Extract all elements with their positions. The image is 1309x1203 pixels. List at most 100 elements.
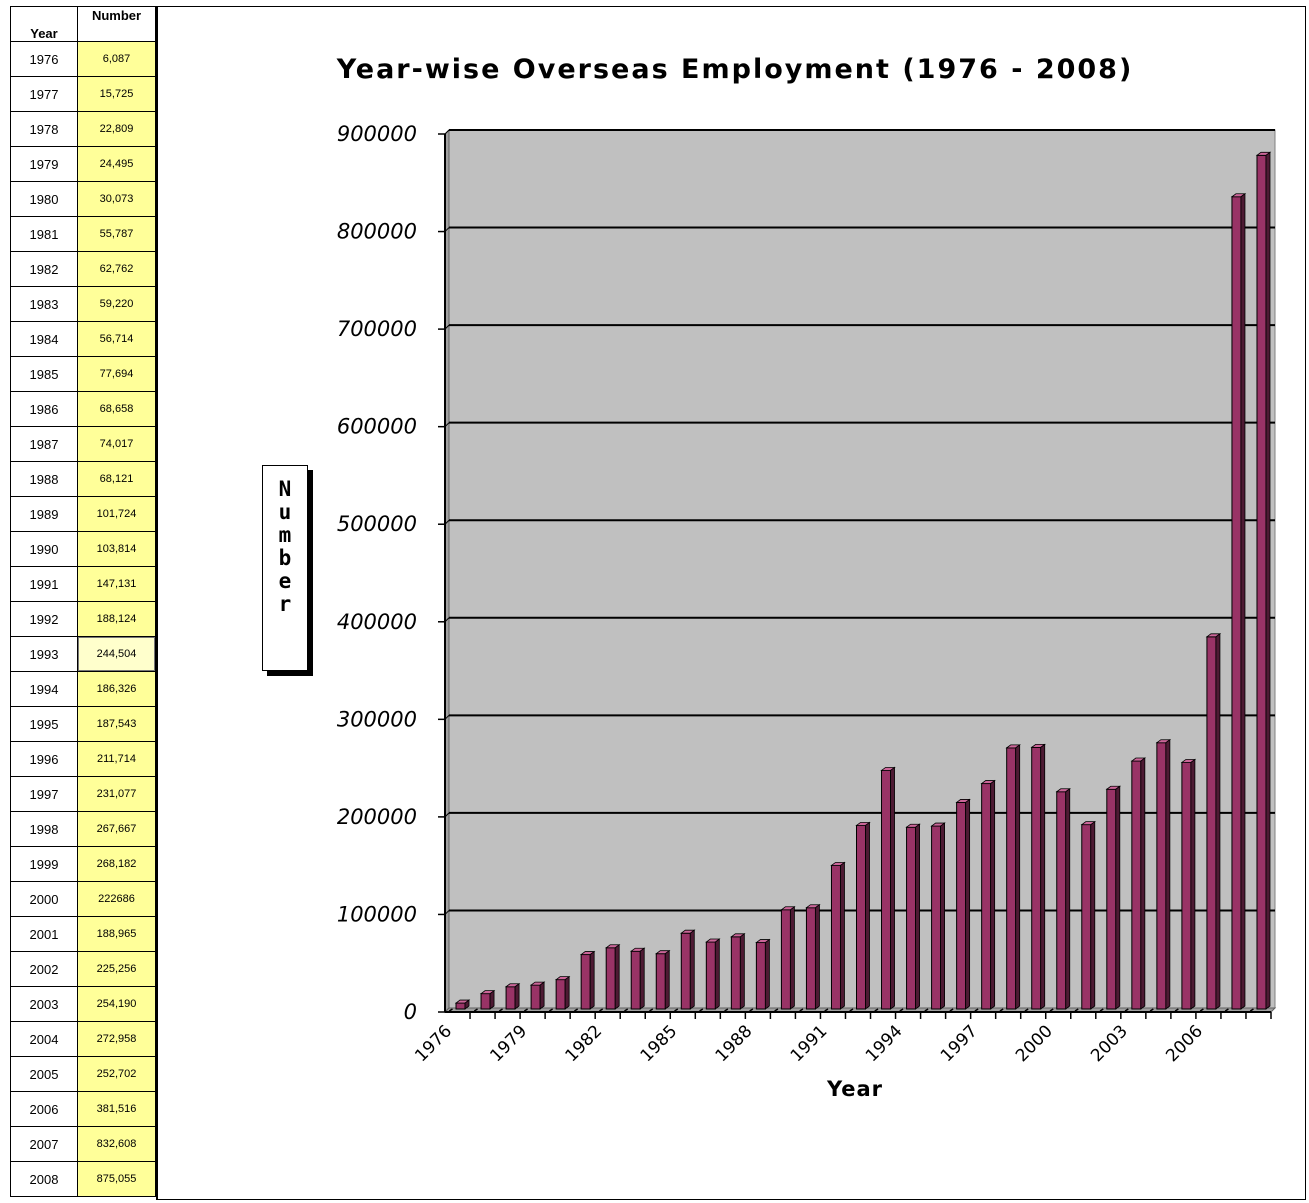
year-cell[interactable]: 1982 [10, 251, 78, 287]
year-column-header[interactable]: Year [10, 6, 78, 42]
year-cell[interactable]: 1984 [10, 321, 78, 357]
bar [1006, 747, 1017, 1010]
year-cell[interactable]: 2002 [10, 951, 78, 987]
bar-base-mark [849, 1008, 854, 1012]
number-cell[interactable]: 211,714 [77, 741, 156, 777]
table-row: 2006 381,516 [10, 1091, 156, 1127]
bar-base-mark [1024, 1008, 1029, 1012]
y-tick-label: 700000 [337, 317, 417, 341]
year-cell[interactable]: 1993 [10, 636, 78, 672]
year-cell[interactable]: 1991 [10, 566, 78, 602]
year-cell[interactable]: 2005 [10, 1056, 78, 1092]
number-cell[interactable]: 252,702 [77, 1056, 156, 1092]
number-cell[interactable]: 244,504 [77, 636, 156, 672]
year-cell[interactable]: 1989 [10, 496, 78, 532]
year-cell[interactable]: 1979 [10, 146, 78, 182]
number-cell[interactable]: 381,516 [77, 1091, 156, 1127]
number-cell[interactable]: 254,190 [77, 986, 156, 1022]
bar-base-mark [1249, 1008, 1254, 1012]
number-cell[interactable]: 22,809 [77, 111, 156, 147]
number-cell[interactable]: 188,965 [77, 916, 156, 952]
year-cell[interactable]: 1985 [10, 356, 78, 392]
bar-base-mark [724, 1008, 729, 1012]
number-cell[interactable]: 59,220 [77, 286, 156, 322]
year-cell[interactable]: 1978 [10, 111, 78, 147]
bar-base-mark [448, 1008, 453, 1012]
number-cell[interactable]: 62,762 [77, 251, 156, 287]
year-cell[interactable]: 2003 [10, 986, 78, 1022]
x-tick-label: 1979 [486, 1021, 531, 1066]
number-cell[interactable]: 68,658 [77, 391, 156, 427]
year-cell[interactable]: 1981 [10, 216, 78, 252]
number-cell[interactable]: 77,694 [77, 356, 156, 392]
year-cell[interactable]: 1992 [10, 601, 78, 637]
bar-side [1015, 744, 1021, 1010]
year-cell[interactable]: 2008 [10, 1161, 78, 1197]
bar [1131, 760, 1142, 1010]
number-cell[interactable]: 225,256 [77, 951, 156, 987]
bar [555, 979, 566, 1010]
table-row: 1977 15,725 [10, 76, 156, 112]
y-tick-label: 100000 [337, 902, 417, 926]
year-cell[interactable]: 1999 [10, 846, 78, 882]
table-row: 1985 77,694 [10, 356, 156, 392]
year-cell[interactable]: 1980 [10, 181, 78, 217]
number-cell[interactable]: 147,131 [77, 566, 156, 602]
year-cell[interactable]: 1987 [10, 426, 78, 462]
year-cell[interactable]: 2006 [10, 1091, 78, 1127]
bar-side [589, 950, 595, 1010]
number-cell[interactable]: 15,725 [77, 76, 156, 112]
gridline-depth [444, 129, 450, 135]
number-column-header[interactable]: Number [77, 6, 156, 42]
number-cell[interactable]: 74,017 [77, 426, 156, 462]
bar [655, 953, 666, 1010]
number-cell[interactable]: 6,087 [77, 41, 156, 77]
x-tick-label: 1985 [637, 1021, 682, 1066]
year-cell[interactable]: 1995 [10, 706, 78, 742]
data-table: Year Number 1976 6,087 1977 15,725 1978 22,80… [10, 6, 156, 1197]
year-cell[interactable]: 1986 [10, 391, 78, 427]
bar [830, 864, 841, 1010]
number-cell[interactable]: 187,543 [77, 706, 156, 742]
year-cell[interactable]: 1998 [10, 811, 78, 847]
number-cell[interactable]: 222686 [77, 881, 156, 917]
bar [956, 801, 967, 1010]
number-cell[interactable]: 832,608 [77, 1126, 156, 1162]
bar-base-mark [1224, 1008, 1229, 1012]
y-tick-label: 200000 [337, 805, 417, 829]
year-cell[interactable]: 1997 [10, 776, 78, 812]
number-cell[interactable]: 103,814 [77, 531, 156, 567]
table-row: 1980 30,073 [10, 181, 156, 217]
bar-base-mark [599, 1008, 604, 1012]
bar-side [689, 929, 695, 1010]
bar [455, 1002, 466, 1010]
bar-side [1065, 787, 1071, 1010]
number-cell[interactable]: 55,787 [77, 216, 156, 252]
plot-area: 0 100000 200000 300000 400000 500000 600000 700… [337, 122, 1277, 1066]
number-cell[interactable]: 101,724 [77, 496, 156, 532]
bar [1256, 154, 1267, 1010]
bar-side [739, 932, 745, 1010]
bar-base-mark [699, 1008, 704, 1012]
year-cell[interactable]: 1988 [10, 461, 78, 497]
y-axis-label-letter: b [278, 546, 292, 570]
number-cell[interactable]: 24,495 [77, 146, 156, 182]
bar-side [840, 861, 845, 1010]
number-cell[interactable]: 267,667 [77, 811, 156, 847]
bar-side [1165, 738, 1171, 1010]
year-cell[interactable]: 1977 [10, 76, 78, 112]
table-row: 1981 55,787 [10, 216, 156, 252]
bar [630, 950, 641, 1010]
number-cell[interactable]: 231,077 [77, 776, 156, 812]
year-cell[interactable]: 2000 [10, 881, 78, 917]
y-axis-label-letter: r [278, 592, 292, 616]
bar-base-mark [749, 1008, 754, 1012]
number-cell[interactable]: 875,055 [77, 1161, 156, 1197]
x-tick-label: 1988 [712, 1021, 757, 1066]
bar-side [815, 903, 820, 1010]
bar-side [1265, 151, 1271, 1010]
number-cell[interactable]: 56,714 [77, 321, 156, 357]
year-cell[interactable]: 2007 [10, 1126, 78, 1162]
bar-side [514, 982, 520, 1010]
